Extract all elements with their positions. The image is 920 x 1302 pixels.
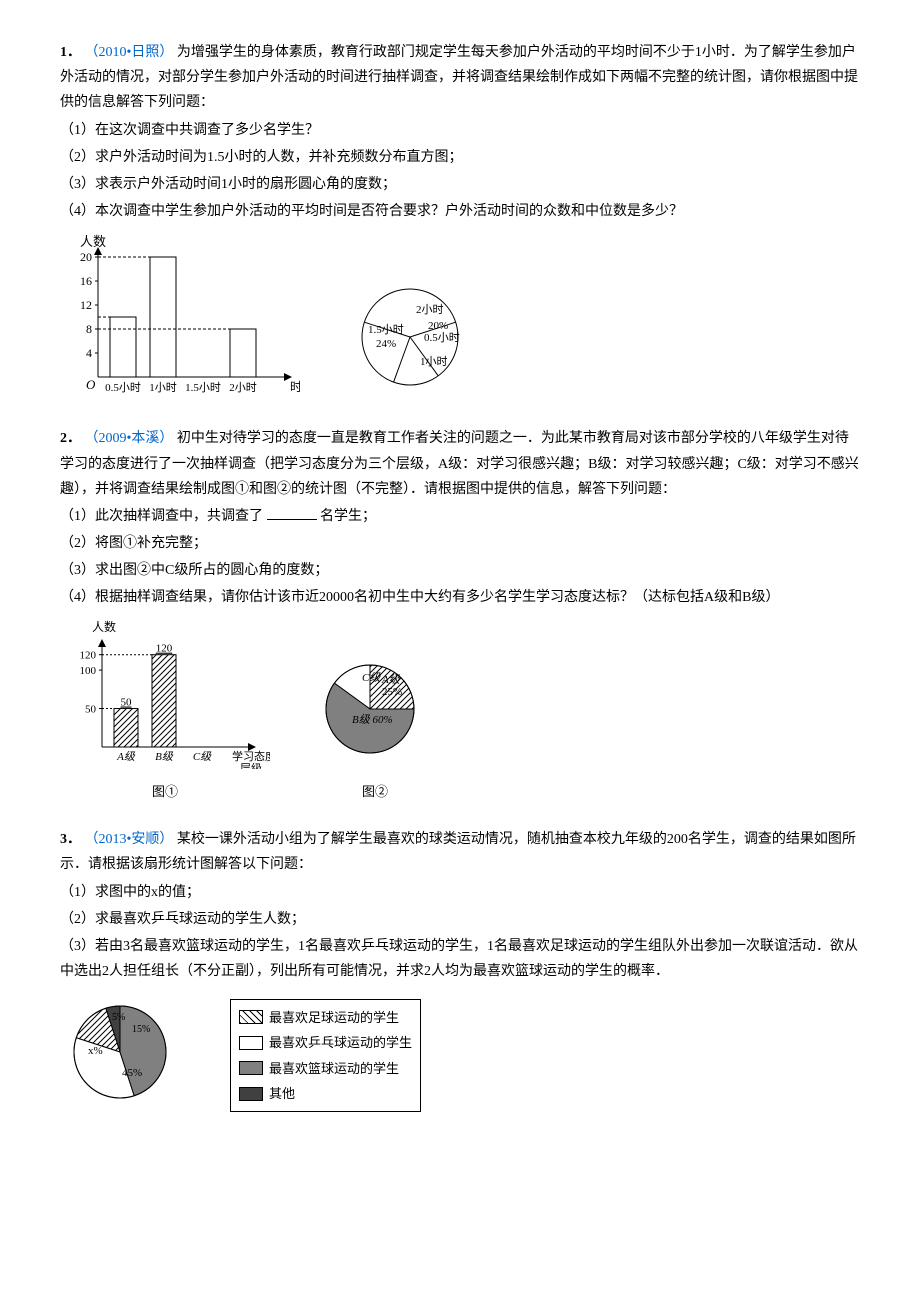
legend-text: 其他 — [269, 1082, 295, 1105]
svg-text:A级: A级 — [116, 750, 136, 763]
q2-sub1a: （1）此次抽样调查中，共调查了 — [60, 509, 263, 524]
problem-1: 1． （2010•日照） 为增强学生的身体素质，教育行政部门规定学生每天参加户外… — [60, 40, 860, 402]
svg-text:1.5小时: 1.5小时 — [368, 323, 404, 336]
svg-text:B级 60%: B级 60% — [352, 713, 393, 726]
q2-sub1: （1）此次抽样调查中，共调查了 名学生； — [60, 504, 860, 529]
legend-swatch — [239, 1087, 263, 1101]
legend-text: 最喜欢篮球运动的学生 — [269, 1057, 399, 1080]
q1-bar-chart: 人数 4 8 12 16 20 O 0.5小时 1小时 1.5小时 2小时 时间 — [60, 232, 300, 402]
svg-text:C级: C级 — [362, 671, 381, 684]
q2-number: 2． — [60, 431, 81, 446]
svg-text:25%: 25% — [382, 686, 402, 698]
q1-source: （2010•日照） — [85, 45, 174, 60]
legend-row: 最喜欢足球运动的学生 — [239, 1006, 412, 1029]
q1-sub1: （1）在这次调查中共调查了多少名学生？ — [60, 118, 860, 143]
q2-blank — [267, 505, 317, 520]
legend-text: 最喜欢足球运动的学生 — [269, 1006, 399, 1029]
q2-pie-wrapper: C级A级25% B级 60% 图② — [310, 649, 440, 804]
svg-text:120: 120 — [80, 649, 97, 661]
svg-text:O: O — [86, 377, 96, 392]
svg-text:2小时: 2小时 — [229, 381, 257, 394]
q3-legend: 最喜欢足球运动的学生最喜欢乒乓球运动的学生最喜欢篮球运动的学生其他 — [230, 999, 421, 1113]
svg-text:1.5小时: 1.5小时 — [185, 381, 221, 394]
svg-text:8: 8 — [86, 322, 92, 336]
svg-text:时间: 时间 — [290, 380, 300, 394]
q1-sub3: （3）求表示户外活动时间1小时的扇形圆心角的度数； — [60, 172, 860, 197]
svg-text:0.5小时: 0.5小时 — [424, 331, 460, 344]
svg-text:20: 20 — [80, 250, 92, 264]
svg-text:2小时: 2小时 — [416, 303, 444, 316]
q3-sub1: （1）求图中的x的值； — [60, 880, 860, 905]
q3-number: 3． — [60, 832, 81, 847]
svg-text:x%: x% — [88, 1045, 103, 1057]
legend-swatch — [239, 1010, 263, 1024]
q1-sub4: （4）本次调查中学生参加户外活动的平均时间是否符合要求？户外活动时间的众数和中位… — [60, 199, 860, 224]
svg-text:16: 16 — [80, 274, 92, 288]
q2-sub4: （4）根据抽样调查结果，请你估计该市近20000名初中生中大约有多少名学生学习态… — [60, 585, 860, 610]
q2-text: 初中生对待学习的态度一直是教育工作者关注的问题之一．为此某市教育局对该市部分学校… — [60, 431, 859, 496]
q3-charts: 5% 15% x% 45% 最喜欢足球运动的学生最喜欢乒乓球运动的学生最喜欢篮球运动的… — [60, 992, 860, 1112]
legend-row: 其他 — [239, 1082, 412, 1105]
q2-bar-caption: 图① — [60, 780, 270, 803]
svg-text:50: 50 — [85, 703, 97, 715]
svg-text:人数: 人数 — [80, 234, 106, 249]
q2-charts: 人数5010012050A级120B级C级学习态度层级 图① C级A级25%B级… — [60, 619, 860, 804]
q3-pie-chart: 5% 15% x% 45% — [60, 992, 190, 1112]
svg-text:24%: 24% — [376, 338, 396, 350]
svg-text:4: 4 — [86, 346, 92, 360]
svg-text:15%: 15% — [132, 1024, 150, 1035]
svg-text:1小时: 1小时 — [149, 381, 177, 394]
svg-text:12: 12 — [80, 298, 92, 312]
q2-pie-caption: 图② — [310, 780, 440, 803]
q2-pie-chart: C级A级25% B级 60% — [310, 649, 440, 769]
q3-sub3: （3）若由3名最喜欢篮球运动的学生，1名最喜欢乒乓球运动的学生，1名最喜欢足球运… — [60, 934, 860, 984]
legend-swatch — [239, 1036, 263, 1050]
q1-charts: 人数48121620O0.5小时1小时1.5小时2小时时间 2小时20%0.5小… — [60, 232, 860, 402]
svg-text:20%: 20% — [428, 320, 448, 332]
svg-text:1小时: 1小时 — [420, 355, 448, 368]
svg-text:人数: 人数 — [92, 619, 116, 634]
q2-bar-chart: 人数 50 100 120 50 A级 120 B级 C级 学习态度层级 — [60, 619, 270, 769]
q3-source: （2013•安顺） — [85, 832, 174, 847]
problem-3: 3． （2013•安顺） 某校一课外活动小组为了解学生最喜欢的球类运动情况，随机… — [60, 827, 860, 1112]
svg-text:B级: B级 — [155, 750, 174, 763]
q2-sub3: （3）求出图②中C级所占的圆心角的度数； — [60, 558, 860, 583]
q1-pie-chart: 2小时 20%0.5小时 1小时 1.5小时 24% — [340, 272, 490, 402]
q2-sub2: （2）将图①补充完整； — [60, 531, 860, 556]
legend-row: 最喜欢篮球运动的学生 — [239, 1057, 412, 1080]
svg-text:100: 100 — [80, 665, 97, 677]
legend-text: 最喜欢乒乓球运动的学生 — [269, 1031, 412, 1054]
svg-text:45%: 45% — [122, 1067, 142, 1079]
q3-sub2: （2）求最喜欢乒乓球运动的学生人数； — [60, 907, 860, 932]
svg-text:层级: 层级 — [240, 762, 262, 769]
q2-bar-wrapper: 人数 50 100 120 50 A级 120 B级 C级 学习态度层级 图① — [60, 619, 270, 804]
svg-text:C级: C级 — [193, 750, 212, 763]
q3-text: 某校一课外活动小组为了解学生最喜欢的球类运动情况，随机抽查本校九年级的200名学… — [60, 832, 856, 872]
svg-text:学习态度: 学习态度 — [232, 749, 270, 763]
svg-text:120: 120 — [156, 642, 173, 654]
svg-text:0.5小时: 0.5小时 — [105, 381, 141, 394]
problem-2: 2． （2009•本溪） 初中生对待学习的态度一直是教育工作者关注的问题之一．为… — [60, 426, 860, 803]
q1-sub2: （2）求户外活动时间为1.5小时的人数，并补充频数分布直方图； — [60, 145, 860, 170]
q1-number: 1． — [60, 45, 81, 60]
q2-sub1b: 名学生； — [320, 509, 376, 524]
svg-text:5%: 5% — [112, 1012, 125, 1023]
svg-text:50: 50 — [121, 696, 133, 708]
q1-text: 为增强学生的身体素质，教育行政部门规定学生每天参加户外活动的平均时间不少于1小时… — [60, 45, 858, 110]
legend-swatch — [239, 1061, 263, 1075]
legend-row: 最喜欢乒乓球运动的学生 — [239, 1031, 412, 1054]
q2-source: （2009•本溪） — [85, 431, 174, 446]
svg-text:A级: A级 — [381, 673, 401, 686]
